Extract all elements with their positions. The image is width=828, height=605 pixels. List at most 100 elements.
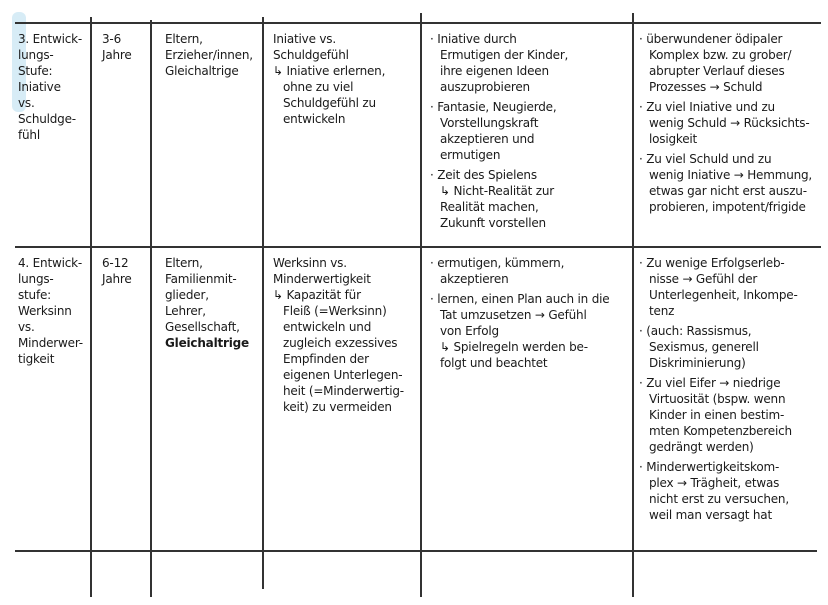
- text-line: glieder,: [165, 288, 209, 302]
- text-line: Gleichaltrige: [165, 336, 249, 350]
- text-line: ermutigen: [440, 148, 501, 162]
- text-line: Lehrer,: [165, 304, 206, 318]
- row-divider: [15, 246, 821, 248]
- cell-age: 3-6 Jahre: [102, 31, 132, 63]
- text-line: ihre eigenen Ideen: [440, 64, 549, 78]
- text-line: Diskriminierung): [649, 356, 746, 370]
- text-line: tigkeit: [18, 352, 55, 366]
- text-line: Familienmit-: [165, 272, 237, 286]
- column-divider: [150, 20, 152, 597]
- text-line: Erzieher/innen,: [165, 48, 253, 62]
- text-line: Werksinn vs.: [273, 256, 347, 270]
- text-line: 6-12: [102, 256, 129, 270]
- column-divider: [632, 13, 634, 597]
- text-line: Tat umzusetzen → Gefühl: [440, 308, 587, 322]
- text-line: Sexismus, generell: [649, 340, 759, 354]
- text-line: wenig Schuld → Rücksichts-: [649, 116, 810, 130]
- text-line: · Fantasie, Neugierde,: [430, 100, 557, 114]
- text-line: · Zu viel Schuld und zu: [639, 152, 772, 166]
- text-line: losigkeit: [649, 132, 698, 146]
- cell-stage: 3. Entwick-lungs- Stufe: Iniative vs. Schuld…: [18, 31, 82, 143]
- text-line: akzeptieren: [440, 272, 509, 286]
- cell-conflict: Iniative vs. Schuldgefühl ↳ Iniative erler…: [273, 31, 385, 127]
- text-line: Stufe:: [18, 64, 53, 78]
- text-line: fühl: [18, 128, 40, 142]
- text-line: Empfinden der: [283, 352, 369, 366]
- text-line: 3. Entwick-: [18, 32, 82, 46]
- text-line: eigenen Unterlegen-: [283, 368, 403, 382]
- column-divider: [90, 17, 92, 597]
- text-line: Eltern,: [165, 256, 203, 270]
- text-line: · Zu viel Eifer → niedrige: [639, 376, 781, 390]
- text-line: Jahre: [102, 48, 132, 62]
- text-line: entwickeln: [283, 112, 346, 126]
- text-line: probieren, impotent/frigide: [649, 200, 806, 214]
- text-line: Iniative vs.: [273, 32, 336, 46]
- text-line: ↳ Spielregeln werden be-: [440, 340, 588, 354]
- text-line: · ermutigen, kümmern,: [430, 256, 565, 270]
- text-line: 4. Entwick-: [18, 256, 82, 270]
- text-line: Kinder in einen bestim-: [649, 408, 785, 422]
- cell-problems: · überwundener ödipaler Komplex bzw. zu g…: [639, 31, 812, 215]
- text-line: · Zeit des Spielens: [430, 168, 537, 182]
- cell-conflict: Werksinn vs. Minderwertigkeit ↳ Kapazität …: [273, 255, 404, 415]
- text-line: keit) zu vermeiden: [283, 400, 392, 414]
- text-line: · überwundener ödipaler: [639, 32, 783, 46]
- watermark: [12, 12, 26, 112]
- text-line: Iniative: [18, 80, 61, 94]
- cell-age: 6-12 Jahre: [102, 255, 132, 287]
- text-line: nicht erst zu versuchen,: [649, 492, 789, 506]
- text-line: von Erfolg: [440, 324, 499, 338]
- column-divider: [262, 17, 264, 589]
- text-line: wenig Iniative → Hemmung,: [649, 168, 813, 182]
- text-line: Vorstellungskraft: [440, 116, 539, 130]
- text-line: lungs-: [18, 48, 54, 62]
- text-line: vs.: [18, 320, 35, 334]
- text-line: etwas gar nicht erst auszu-: [649, 184, 807, 198]
- text-line: 3-6: [102, 32, 121, 46]
- text-line: Schuldgefühl: [273, 48, 349, 62]
- text-line: Ermutigen der Kinder,: [440, 48, 569, 62]
- text-line: Virtuosität (bspw. wenn: [649, 392, 786, 406]
- text-line: Gesellschaft,: [165, 320, 240, 334]
- text-line: Komplex bzw. zu grober/: [649, 48, 792, 62]
- cell-problems: · Zu wenige Erfolgserleb-nisse → Gefühl …: [639, 255, 798, 523]
- text-line: Minderwer-: [18, 336, 83, 350]
- text-line: · lernen, einen Plan auch in die: [430, 292, 610, 306]
- text-line: Schuldge-: [18, 112, 76, 126]
- table-border-top: [15, 22, 821, 24]
- text-line: · Iniative durch: [430, 32, 517, 46]
- text-line: mten Kompetenzbereich: [649, 424, 792, 438]
- text-line: ↳ Nicht-Realität zur: [440, 184, 555, 198]
- text-line: ohne zu viel: [283, 80, 354, 94]
- text-line: Minderwertigkeit: [273, 272, 371, 286]
- column-divider: [420, 13, 422, 597]
- table-border-bottom: [15, 550, 817, 552]
- text-line: Fleiß (=Werksinn): [283, 304, 387, 318]
- text-line: weil man versagt hat: [649, 508, 772, 522]
- text-line: · (auch: Rassismus,: [639, 324, 752, 338]
- text-line: Gleichaltrige: [165, 64, 239, 78]
- text-line: auszuprobieren: [440, 80, 530, 94]
- text-line: gedrängt werden): [649, 440, 754, 454]
- text-line: zugleich exzessives: [283, 336, 398, 350]
- text-line: nisse → Gefühl der: [649, 272, 758, 286]
- cell-stage: 4. Entwick-lungs-stufe: Werksinn vs. Minder…: [18, 255, 83, 367]
- text-line: Werksinn: [18, 304, 72, 318]
- text-line: stufe:: [18, 288, 52, 302]
- text-line: ↳ Kapazität für: [273, 288, 361, 302]
- text-line: Jahre: [102, 272, 132, 286]
- cell-support: · ermutigen, kümmern, akzeptieren · lernen…: [430, 255, 610, 371]
- text-line: Realität machen,: [440, 200, 539, 214]
- text-line: plex → Trägheit, etwas: [649, 476, 780, 490]
- text-line: entwickeln und: [283, 320, 372, 334]
- text-line: Prozesses → Schuld: [649, 80, 763, 94]
- text-line: · Zu viel Iniative und zu: [639, 100, 775, 114]
- text-line: heit (=Minderwertig-: [283, 384, 404, 398]
- text-line: · Zu wenige Erfolgserleb-: [639, 256, 785, 270]
- text-line: Schuldgefühl zu: [283, 96, 376, 110]
- text-line: folgt und beachtet: [440, 356, 548, 370]
- cell-persons: Eltern, Familienmit-glieder, Lehrer, Gesell…: [165, 255, 249, 351]
- text-line: · Minderwertigkeitskom-: [639, 460, 780, 474]
- text-line: tenz: [649, 304, 675, 318]
